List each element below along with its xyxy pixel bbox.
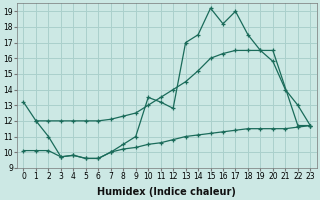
X-axis label: Humidex (Indice chaleur): Humidex (Indice chaleur) [98,187,236,197]
